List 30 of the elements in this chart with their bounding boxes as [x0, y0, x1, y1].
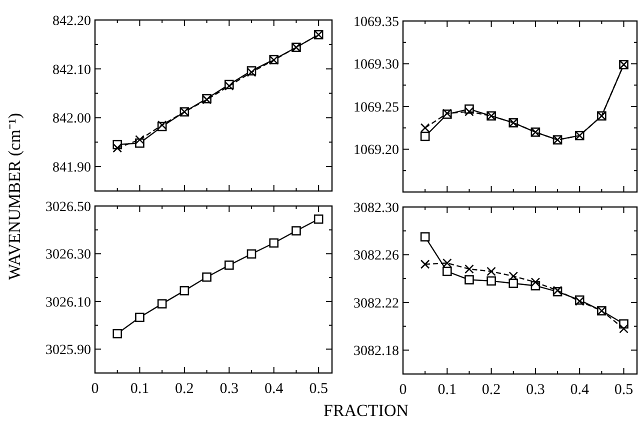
x-tick-label: 0.5 — [309, 381, 328, 397]
y-tick-label: 1069.35 — [354, 14, 399, 30]
x-tick-label: 0.4 — [264, 381, 284, 397]
x-tick-label: 0.1 — [438, 382, 457, 398]
x-tick-label: 0 — [91, 381, 99, 397]
y-tick-label: 1069.30 — [354, 58, 399, 73]
x-tick-label: 0 — [399, 382, 407, 398]
y-tick-label: 3082.18 — [354, 344, 399, 360]
x-tick-label: 0.3 — [220, 381, 239, 397]
y-tick-label: 842.10 — [52, 62, 91, 78]
y-tick-label: 1069.20 — [354, 143, 399, 158]
y-tick-label: 1069.25 — [354, 100, 399, 116]
y-tick-label: 3082.26 — [354, 248, 399, 264]
x-tick-label: 0.2 — [175, 381, 194, 397]
y-tick-label: 3082.30 — [354, 200, 399, 216]
x-tick-label: 0.4 — [570, 382, 590, 398]
y-tick-label: 3026.10 — [46, 295, 91, 310]
y-tick-label: 3026.50 — [46, 200, 91, 215]
y-tick-label: 842.20 — [52, 14, 91, 29]
y-tick-label: 3025.90 — [46, 343, 91, 358]
y-axis-title: WAVENUMBER (cm⁻¹) — [5, 112, 24, 280]
y-tick-label: 842.00 — [52, 112, 91, 127]
y-tick-label: 3082.22 — [354, 296, 399, 312]
x-tick-label: 0.2 — [482, 382, 501, 398]
x-axis-title: FRACTION — [323, 401, 409, 420]
x-tick-label: 0.5 — [614, 382, 634, 398]
x-tick-label: 0.3 — [526, 382, 545, 398]
y-tick-label: 841.90 — [52, 160, 91, 176]
y-tick-label: 3026.30 — [46, 248, 91, 263]
x-tick-label: 0.1 — [130, 381, 150, 397]
